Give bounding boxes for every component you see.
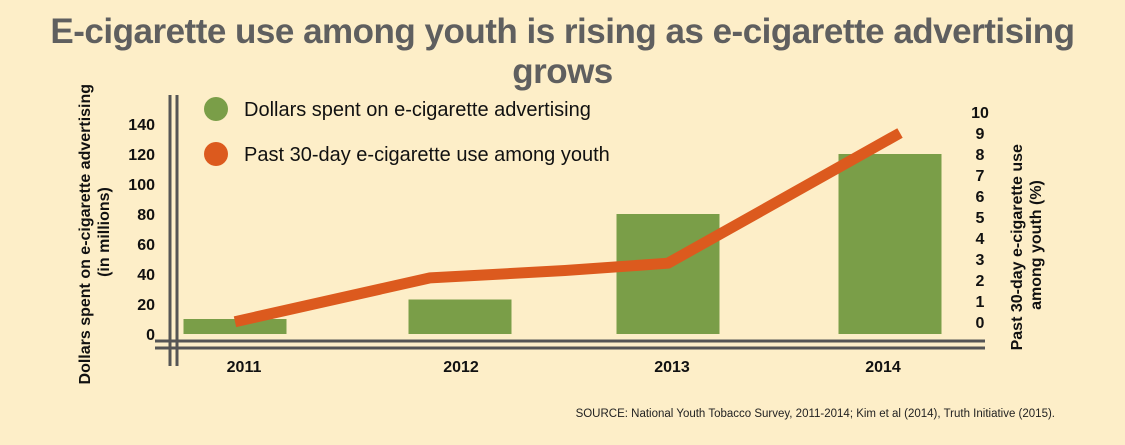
line-path	[233, 128, 903, 328]
right-tick-label: 7	[976, 168, 985, 185]
bar-2014	[838, 154, 942, 334]
bar-2012	[408, 299, 512, 334]
left-axis-title-line2: (in millions)	[96, 187, 113, 277]
right-tick-label: 6	[976, 189, 985, 206]
legend: Dollars spent on e-cigarette advertising…	[204, 97, 610, 166]
right-tick-label: 2	[976, 273, 985, 290]
right-tick-label: 8	[976, 147, 985, 164]
left-tick-label: 120	[128, 147, 155, 164]
right-axis-ticks: 0 1 2 3 4 5 6 7 8 9 10	[971, 105, 989, 332]
right-tick-label: 3	[976, 252, 985, 269]
x-tick-label: 2012	[443, 359, 479, 376]
chart-title: E-cigarette use among youth is rising as…	[50, 12, 1075, 91]
right-axis-title-line2: among youth (%)	[1028, 180, 1045, 310]
x-axis-ticks: 2011 2012 2013 2014	[227, 359, 901, 376]
left-axis-title-line1: Dollars spent on e-cigarette advertising	[77, 84, 94, 385]
left-tick-label: 80	[137, 207, 155, 224]
right-axis-title: Past 30-day e-cigarette use among youth …	[1009, 140, 1045, 351]
legend-bar-label: Dollars spent on e-cigarette advertising	[244, 99, 591, 121]
bar-2013	[616, 214, 720, 334]
left-tick-label: 100	[128, 177, 155, 194]
legend-line-marker	[204, 142, 228, 166]
right-axis-title-line1: Past 30-day e-cigarette use	[1009, 144, 1026, 350]
left-tick-label: 60	[137, 237, 155, 254]
left-axis-ticks: 0 20 40 60 80 100 120 140	[128, 117, 155, 344]
line-series	[233, 128, 903, 328]
left-tick-label: 0	[146, 327, 155, 344]
left-tick-label: 140	[128, 117, 155, 134]
axes	[155, 95, 985, 366]
right-tick-label: 10	[971, 105, 989, 122]
x-tick-label: 2014	[865, 359, 901, 376]
legend-bar-marker	[204, 97, 228, 121]
legend-line-label: Past 30-day e-cigarette use among youth	[244, 144, 610, 166]
left-tick-label: 40	[137, 267, 155, 284]
right-tick-label: 4	[976, 231, 985, 248]
right-tick-label: 5	[976, 210, 985, 227]
x-tick-label: 2013	[654, 359, 690, 376]
left-tick-label: 20	[137, 297, 155, 314]
right-tick-label: 1	[976, 294, 985, 311]
source-note: SOURCE: National Youth Tobacco Survey, 2…	[575, 408, 1055, 420]
right-tick-label: 0	[976, 315, 985, 332]
right-tick-label: 9	[976, 126, 985, 143]
x-tick-label: 2011	[227, 359, 262, 376]
left-axis-title: Dollars spent on e-cigarette advertising…	[77, 80, 113, 385]
bar-series	[183, 154, 942, 334]
bar-2011	[183, 319, 287, 334]
